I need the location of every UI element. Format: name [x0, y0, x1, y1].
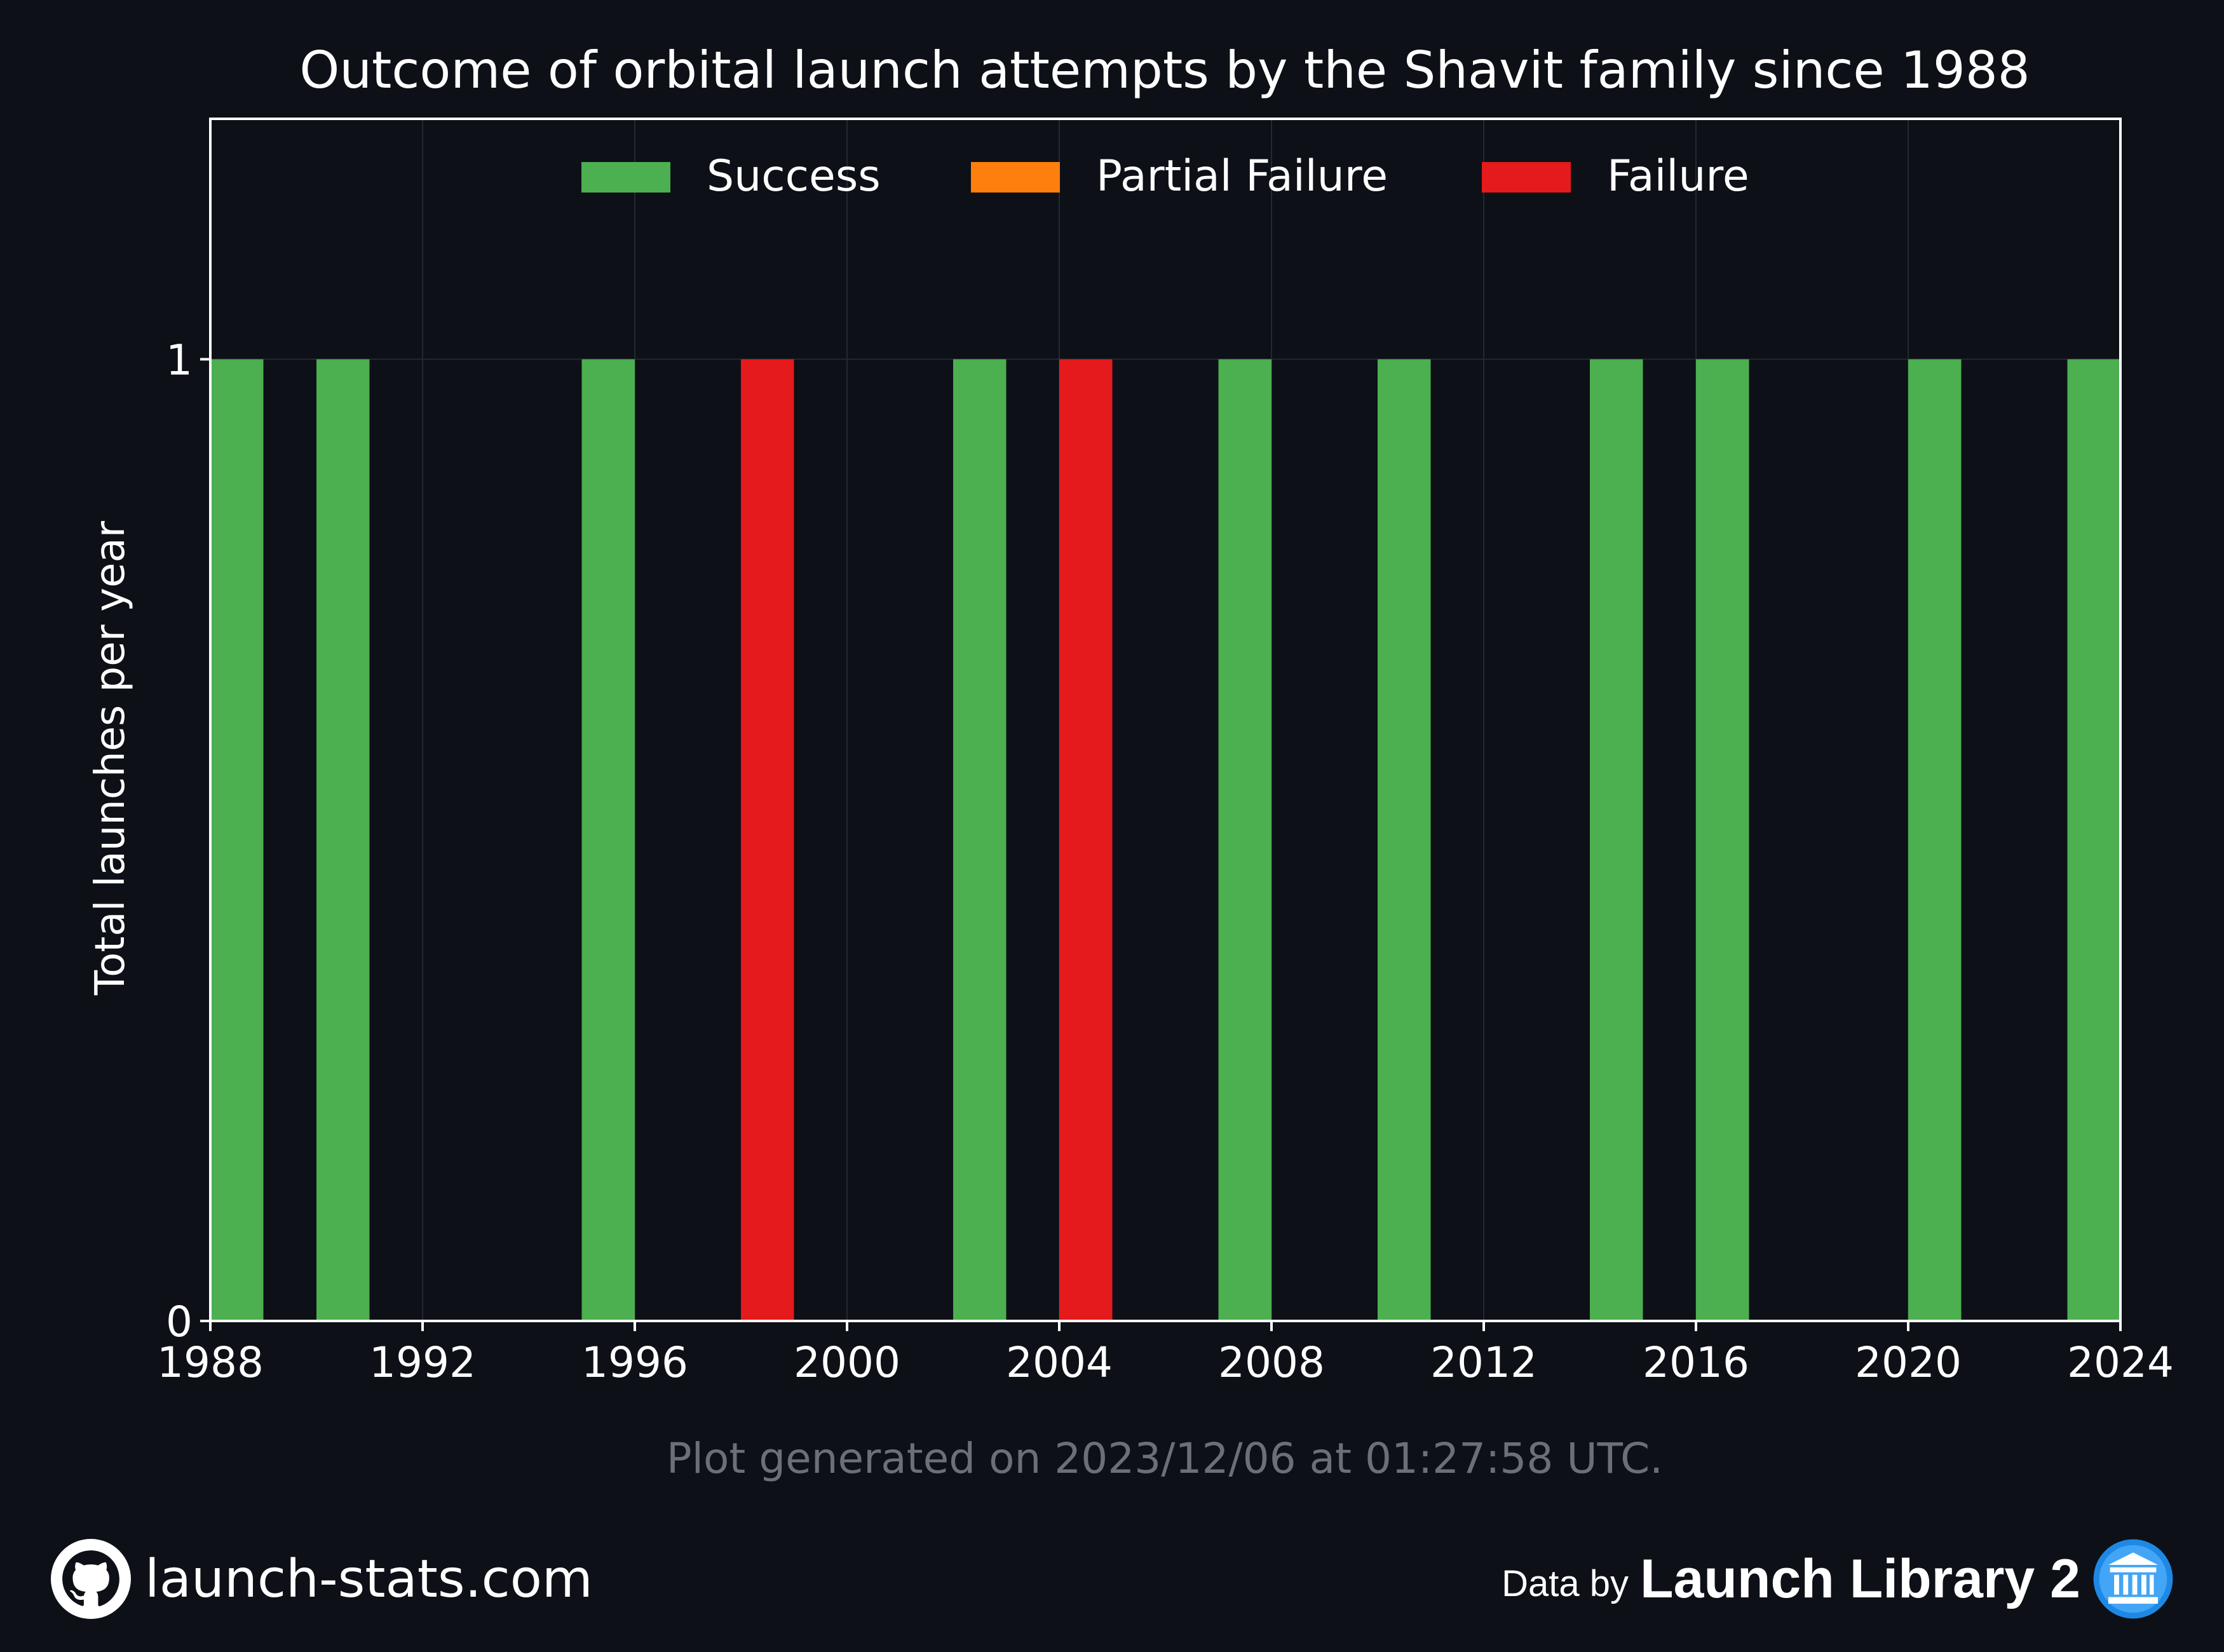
bar-success-1990: [316, 359, 370, 1321]
launch-library-icon: [2093, 1539, 2173, 1619]
y-axis-label: Total launches per year: [87, 520, 134, 996]
bar-success-2010: [1378, 359, 1431, 1321]
bar-failure-2004: [1059, 359, 1113, 1321]
bars: [210, 359, 2120, 1321]
bar-success-2007: [1218, 359, 1271, 1321]
github-icon: [51, 1539, 131, 1619]
legend-label-success: Success: [707, 151, 881, 201]
y-tick-label: 0: [166, 1297, 193, 1346]
site-credit[interactable]: launch-stats.com: [51, 1538, 593, 1620]
x-tick-label: 2012: [1430, 1338, 1537, 1387]
x-tick-label: 1988: [157, 1338, 264, 1387]
x-tick-label: 2000: [794, 1338, 900, 1387]
x-tick-label: 2004: [1006, 1338, 1113, 1387]
data-source-name: Launch Library 2: [1640, 1548, 2080, 1609]
bar-success-2023: [2067, 359, 2120, 1321]
x-tick-label: 1992: [369, 1338, 476, 1387]
bar-failure-1998: [741, 359, 794, 1321]
x-tick-label: 2008: [1218, 1338, 1325, 1387]
legend-label-partial-failure: Partial Failure: [1096, 151, 1388, 201]
x-tick-label: 1996: [581, 1338, 688, 1387]
y-tick-label: 1: [166, 335, 193, 384]
site-name: launch-stats.com: [145, 1548, 593, 1609]
legend: Success Partial Failure Failure: [581, 151, 1749, 201]
chart-title: Outcome of orbital launch attempts by th…: [299, 41, 2030, 100]
bar-success-2020: [1908, 359, 1962, 1321]
bar-success-2002: [953, 359, 1007, 1321]
x-tick-label: 2016: [1643, 1338, 1749, 1387]
axes: 1988 1992 1996 2000 2004 2008 2012 2016 2020 2024…: [157, 335, 2174, 1387]
bar-success-1988: [210, 359, 264, 1321]
bar-success-1995: [581, 359, 635, 1321]
legend-swatch-failure: [1482, 162, 1571, 193]
data-by-label: Data by: [1502, 1562, 1629, 1604]
bar-success-2014: [1590, 359, 1643, 1321]
legend-swatch-partial-failure: [971, 162, 1060, 193]
legend-label-failure: Failure: [1607, 151, 1749, 201]
legend-swatch-success: [581, 162, 670, 193]
x-tick-label: 2020: [1855, 1338, 1962, 1387]
data-source-credit[interactable]: Data by Launch Library 2: [1502, 1538, 2174, 1620]
generated-timestamp: Plot generated on 2023/12/06 at 01:27:58…: [667, 1434, 1663, 1483]
grid-lines: [210, 119, 2121, 1322]
x-tick-label: 2024: [2067, 1338, 2174, 1387]
plot-area-frame: [209, 118, 2122, 1322]
bar-success-2016: [1696, 359, 1749, 1321]
